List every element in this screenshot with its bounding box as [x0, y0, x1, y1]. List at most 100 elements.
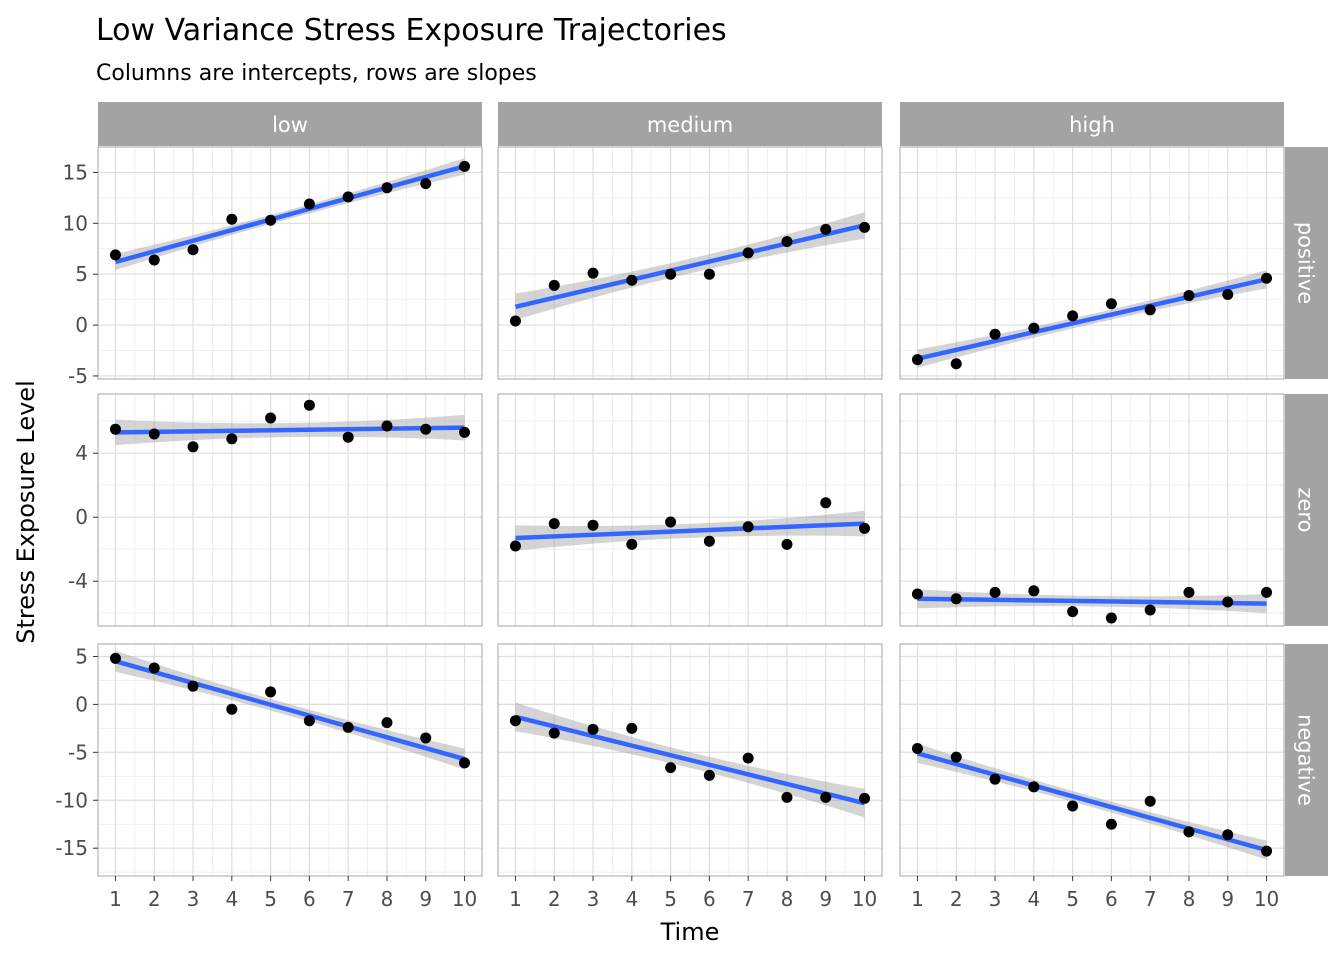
panel-border	[899, 146, 1285, 380]
data-point	[148, 662, 160, 674]
x-tick-label: 7	[742, 887, 755, 911]
x-tick-label: 10	[1254, 887, 1279, 911]
facet-panel-positive-high: high	[899, 102, 1285, 380]
data-point	[911, 588, 923, 600]
x-tick-label: 7	[342, 887, 355, 911]
fit-line	[514, 714, 866, 806]
data-point	[459, 160, 471, 172]
data-point	[1105, 612, 1117, 624]
data-point	[109, 423, 121, 435]
data-point	[420, 732, 432, 744]
data-point	[1105, 818, 1117, 830]
fit-line	[917, 596, 1267, 606]
data-point	[742, 521, 754, 533]
data-point	[742, 247, 754, 259]
data-point	[820, 791, 832, 803]
panel-border	[899, 393, 1285, 627]
data-point	[548, 518, 560, 530]
y-tick-label: 0	[75, 505, 88, 529]
data-point	[742, 752, 754, 764]
x-tick-label: 9	[819, 887, 832, 911]
column-strip-label: low	[272, 113, 308, 137]
y-tick-label: -5	[68, 364, 88, 388]
data-point	[911, 742, 923, 754]
row-strip-label: positive	[1294, 222, 1318, 304]
panel-border	[899, 643, 1285, 877]
x-tick-label: 8	[381, 887, 394, 911]
data-point	[950, 593, 962, 605]
data-point	[911, 354, 923, 366]
data-point	[148, 428, 160, 440]
chart-subtitle: Columns are intercepts, rows are slopes	[96, 61, 537, 86]
column-strip-low	[98, 102, 482, 146]
facet-panel-negative-low: 1 2 3 4 5 6 7 8 9 10	[97, 643, 483, 911]
fit-line	[114, 659, 466, 762]
data-point	[820, 223, 832, 235]
data-point	[587, 267, 599, 279]
x-tick-label: 1	[911, 887, 924, 911]
column-strip-label: high	[1069, 113, 1115, 137]
panel-border	[97, 643, 483, 877]
data-point	[381, 182, 393, 194]
y-tick-label: -4	[68, 569, 88, 593]
data-point	[1222, 596, 1234, 608]
y-tick-label: 5	[75, 644, 88, 668]
data-point	[626, 538, 638, 550]
x-axis-title: Time	[660, 918, 720, 946]
panel-border	[97, 146, 483, 380]
fit-line	[115, 425, 465, 435]
data-point	[187, 441, 199, 453]
x-tick-label: 4	[225, 887, 238, 911]
row-strip-label: zero	[1294, 488, 1318, 533]
data-point	[420, 423, 432, 435]
data-point	[859, 221, 871, 233]
panel-border	[497, 643, 883, 877]
data-point	[1067, 800, 1079, 812]
facet-panel-negative-high: 1 2 3 4 5 6 7 8 9 10	[899, 643, 1285, 911]
fit-line	[916, 277, 1268, 361]
data-point	[548, 279, 560, 291]
data-point	[509, 540, 521, 552]
x-tick-label: 6	[703, 887, 716, 911]
data-point	[226, 213, 238, 225]
data-point	[342, 191, 354, 203]
data-point	[226, 703, 238, 715]
data-point	[459, 426, 471, 438]
y-tick-label: 0	[75, 313, 88, 337]
data-point	[665, 268, 677, 280]
data-point	[1261, 272, 1273, 284]
data-point	[148, 254, 160, 266]
panel-border	[497, 393, 883, 627]
data-point	[381, 717, 393, 729]
data-point	[265, 214, 277, 226]
chart-title: Low Variance Stress Exposure Trajectorie…	[96, 13, 727, 48]
facet-panel-zero-high	[899, 393, 1285, 627]
fit-line	[515, 521, 865, 541]
x-tick-label: 2	[548, 887, 561, 911]
data-point	[703, 268, 715, 280]
data-point	[587, 723, 599, 735]
panel-border	[497, 146, 883, 380]
data-point	[950, 358, 962, 370]
data-point	[1183, 290, 1195, 302]
data-point	[1105, 298, 1117, 310]
x-tick-label: 7	[1144, 887, 1157, 911]
column-strip-label: medium	[647, 113, 733, 137]
y-tick-label: 4	[75, 441, 88, 465]
y-tick-label: 5	[75, 262, 88, 286]
data-point	[587, 519, 599, 531]
data-point	[665, 516, 677, 528]
x-tick-label: 4	[1027, 887, 1040, 911]
data-point	[342, 431, 354, 443]
data-point	[859, 522, 871, 534]
fit-line	[916, 751, 1268, 853]
data-point	[1067, 606, 1079, 618]
y-axis-title: Stress Exposure Level	[12, 380, 40, 643]
x-tick-label: 5	[264, 887, 277, 911]
data-point	[303, 198, 315, 210]
x-tick-label: 3	[187, 887, 200, 911]
x-tick-label: 2	[148, 887, 161, 911]
x-tick-label: 2	[950, 887, 963, 911]
